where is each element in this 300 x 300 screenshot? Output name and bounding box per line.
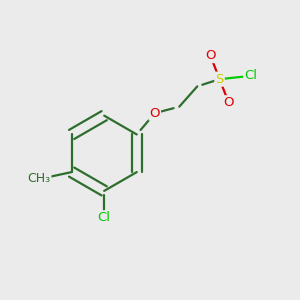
Text: Cl: Cl [98, 211, 111, 224]
Text: S: S [215, 73, 224, 86]
Text: O: O [149, 107, 160, 120]
Text: CH₃: CH₃ [27, 172, 50, 185]
Text: O: O [205, 49, 216, 62]
Text: Cl: Cl [244, 69, 257, 82]
Text: O: O [224, 96, 234, 109]
